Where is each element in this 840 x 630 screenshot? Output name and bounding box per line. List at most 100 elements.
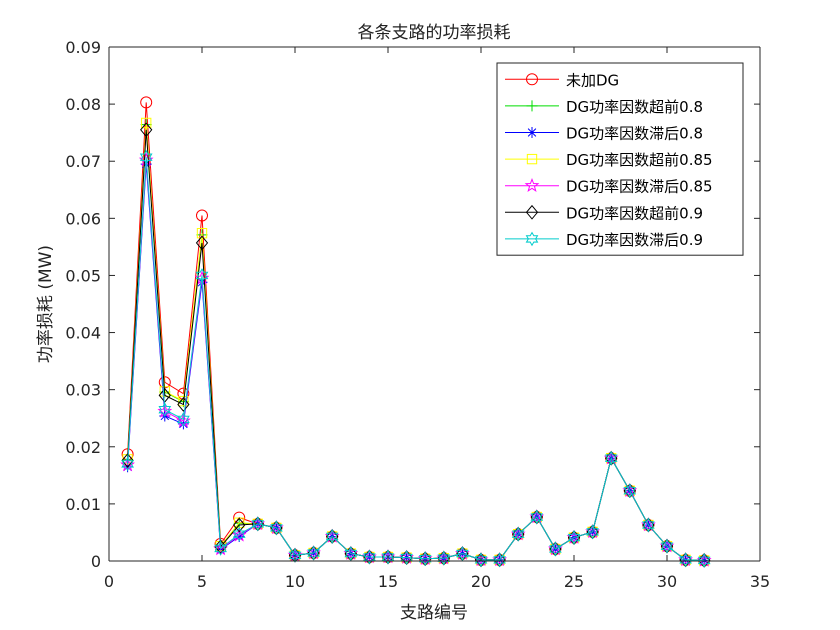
data-point bbox=[526, 73, 538, 86]
data-point bbox=[679, 552, 692, 568]
x-tick-label: 0 bbox=[104, 572, 114, 591]
data-point bbox=[457, 548, 468, 559]
legend-label: 未加DG bbox=[566, 71, 619, 89]
data-point bbox=[141, 117, 152, 129]
legend-item: 未加DG bbox=[505, 71, 619, 89]
legend: 未加DG DG功率因数超前0.8 DG功率因数滞后0.8 DG功率因数超前0.85 DG… bbox=[496, 62, 744, 256]
data-point bbox=[121, 453, 134, 468]
y-tick-label: 0 bbox=[91, 552, 101, 571]
data-point bbox=[381, 549, 395, 565]
data-point bbox=[586, 524, 599, 540]
data-point bbox=[196, 209, 208, 222]
data-point bbox=[623, 483, 637, 499]
legend-label: DG功率因数滞后0.8 bbox=[566, 125, 703, 143]
data-point bbox=[140, 122, 153, 138]
data-point bbox=[363, 549, 376, 565]
data-point bbox=[568, 532, 580, 543]
data-point bbox=[549, 541, 562, 557]
legend-item: DG功率因数滞后0.9 bbox=[505, 231, 703, 249]
y-tick-label: 0.03 bbox=[65, 381, 101, 400]
y-tick-label: 0.09 bbox=[65, 38, 101, 57]
legend-item: DG功率因数滞后0.8 bbox=[505, 125, 703, 143]
data-point bbox=[567, 530, 581, 545]
data-point bbox=[139, 149, 153, 165]
data-point bbox=[195, 235, 209, 251]
y-tick-label: 0.02 bbox=[65, 438, 101, 457]
y-tick-label: 0.08 bbox=[65, 95, 101, 114]
data-point bbox=[400, 550, 413, 565]
x-tick-label: 35 bbox=[750, 572, 770, 591]
data-point bbox=[697, 553, 711, 568]
data-point bbox=[525, 204, 539, 220]
data-point bbox=[511, 526, 525, 542]
data-point bbox=[176, 413, 191, 428]
x-tick-label: 25 bbox=[564, 572, 584, 591]
data-point bbox=[642, 517, 655, 533]
series-layer bbox=[120, 96, 712, 568]
data-point bbox=[196, 228, 208, 239]
x-axis-label: 支路编号 bbox=[400, 603, 468, 623]
data-point bbox=[525, 231, 539, 247]
data-point bbox=[345, 548, 356, 559]
data-point bbox=[513, 528, 524, 540]
legend-item: DG功率因数滞后0.85 bbox=[505, 178, 713, 196]
data-point bbox=[271, 522, 282, 534]
x-tick-label: 5 bbox=[197, 572, 207, 591]
data-point bbox=[526, 153, 538, 165]
data-point bbox=[493, 552, 506, 568]
data-point bbox=[660, 538, 674, 554]
legend-label: DG功率因数滞后0.85 bbox=[566, 178, 713, 196]
legend-label: DG功率因数超前0.9 bbox=[566, 204, 703, 222]
data-point bbox=[587, 526, 598, 538]
data-point bbox=[270, 520, 283, 536]
data-point bbox=[178, 395, 189, 407]
legend-item: DG功率因数超前0.9 bbox=[505, 204, 703, 222]
data-point bbox=[140, 96, 153, 109]
y-tick-label: 0.01 bbox=[65, 495, 101, 514]
y-tick-label: 0.04 bbox=[65, 324, 101, 343]
data-point bbox=[158, 402, 172, 417]
data-point bbox=[177, 412, 190, 427]
y-tick-label: 0.07 bbox=[65, 152, 101, 171]
y-tick-label: 0.05 bbox=[65, 266, 101, 285]
data-point bbox=[530, 509, 544, 525]
legend-label: DG功率因数滞后0.9 bbox=[566, 231, 703, 249]
x-tick-label: 30 bbox=[657, 572, 677, 591]
data-point bbox=[474, 552, 488, 568]
data-point bbox=[437, 550, 451, 566]
series-line bbox=[127, 157, 705, 561]
data-point bbox=[251, 516, 265, 532]
data-point bbox=[526, 100, 538, 112]
data-point bbox=[624, 485, 635, 496]
chart-title: 各条支路的功率损耗 bbox=[358, 23, 511, 43]
data-point bbox=[643, 519, 654, 531]
data-point bbox=[418, 551, 432, 567]
data-point bbox=[288, 547, 302, 563]
legend-label: DG功率因数超前0.8 bbox=[566, 98, 703, 116]
data-point bbox=[550, 543, 561, 555]
legend-label: DG功率因数超前0.85 bbox=[566, 151, 713, 169]
data-point bbox=[214, 539, 227, 555]
data-point bbox=[121, 456, 134, 472]
data-point bbox=[606, 453, 617, 464]
data-point bbox=[604, 450, 618, 466]
data-point bbox=[344, 546, 358, 561]
legend-item: DG功率因数超前0.8 bbox=[505, 98, 703, 116]
data-point bbox=[661, 540, 673, 552]
data-point bbox=[159, 386, 170, 397]
x-tick-label: 10 bbox=[285, 572, 305, 591]
data-point bbox=[214, 541, 227, 556]
axes-layer: 0 5 10 15 20 25 30 35 0 0.01 0.02 0.03 0.04 0.05 0.06 0… bbox=[65, 38, 770, 591]
data-point bbox=[526, 127, 538, 138]
data-point bbox=[327, 531, 338, 542]
data-point bbox=[158, 387, 171, 403]
y-axis-label: 功率损耗 (MW) bbox=[36, 245, 56, 363]
data-point bbox=[232, 526, 246, 542]
data-point bbox=[308, 547, 319, 559]
data-point bbox=[177, 397, 190, 412]
data-point bbox=[307, 545, 320, 561]
data-point bbox=[325, 529, 339, 544]
data-point bbox=[456, 546, 469, 561]
y-tick-label: 0.06 bbox=[65, 209, 101, 228]
